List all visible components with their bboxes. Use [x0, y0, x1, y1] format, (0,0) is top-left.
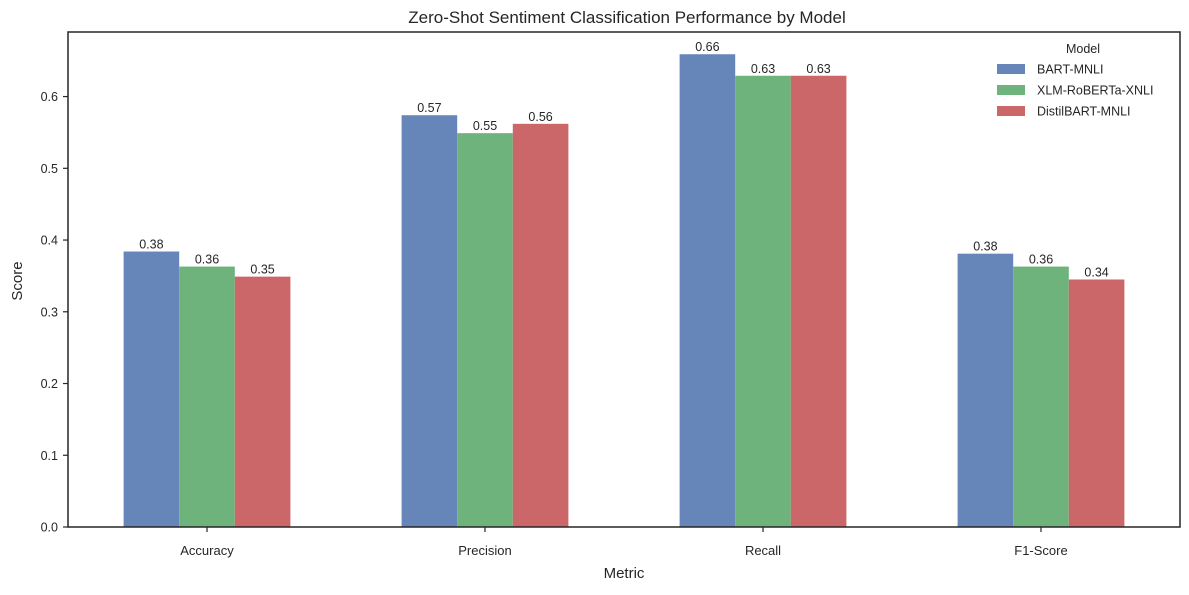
y-tick-label: 0.4	[41, 234, 58, 248]
bar-value-label: 0.63	[751, 62, 775, 76]
x-tick-label: Recall	[745, 543, 781, 558]
bar-xlm-roberta-xnli-accuracy	[179, 266, 235, 527]
x-tick-label: F1-Score	[1014, 543, 1067, 558]
bar-value-label: 0.56	[528, 110, 552, 124]
legend-swatch	[997, 85, 1025, 95]
bars-layer	[123, 54, 1125, 528]
legend-entry-label: DistilBART-MNLI	[1037, 105, 1131, 119]
bar-value-label: 0.36	[195, 253, 219, 267]
bar-xlm-roberta-xnli-f1-score	[1013, 266, 1069, 527]
y-tick-label: 0.3	[41, 305, 58, 319]
bar-distilbart-mnli-recall	[790, 75, 847, 528]
y-axis: 0.0 0.1 0.2 0.3 0.4 0.5 0.6	[41, 90, 68, 535]
x-axis: Accuracy Precision Recall F1-Score	[180, 527, 1068, 558]
plot-frame	[67, 31, 1181, 528]
bar-xlm-roberta-xnli-precision	[457, 133, 513, 528]
bar-distilbart-mnli-f1-score	[1068, 279, 1125, 527]
bar-bart-mnli-recall	[679, 54, 736, 527]
bar-bart-mnli-f1-score	[957, 253, 1014, 527]
bar-value-label: 0.38	[973, 240, 997, 254]
chart-title: Zero-Shot Sentiment Classification Perfo…	[408, 8, 845, 27]
bar-distilbart-mnli-precision	[512, 123, 569, 528]
y-axis-label: Score	[9, 261, 26, 300]
y-tick-label: 0.5	[41, 162, 58, 176]
bar-value-label: 0.34	[1084, 266, 1108, 280]
x-tick-label: Accuracy	[180, 543, 234, 558]
legend-swatch	[997, 64, 1025, 74]
y-tick-label: 0.6	[41, 90, 58, 104]
x-tick-label: Precision	[458, 543, 511, 558]
y-tick-label: 0.1	[41, 449, 58, 463]
bar-value-label: 0.63	[806, 62, 830, 76]
bar-value-label: 0.66	[695, 40, 719, 54]
bar-value-label: 0.38	[139, 238, 163, 252]
bar-value-label: 0.57	[417, 101, 441, 115]
bar-bart-mnli-accuracy	[123, 251, 180, 528]
value-labels-layer: 0.38 0.57 0.66 0.38 0.36 0.55 0.63 0.36 0.35 0.56…	[139, 40, 1109, 279]
bar-value-label: 0.35	[250, 263, 274, 277]
bar-xlm-roberta-xnli-recall	[735, 75, 791, 528]
legend: Model BART-MNLI XLM-RoBERTa-XNLI DistilBAR…	[997, 42, 1153, 119]
bar-value-label: 0.55	[473, 119, 497, 133]
legend-swatch	[997, 106, 1025, 116]
legend-title: Model	[1066, 42, 1100, 56]
bar-bart-mnli-precision	[401, 115, 458, 527]
y-tick-label: 0.0	[41, 521, 58, 535]
x-axis-label: Metric	[604, 565, 645, 582]
legend-entry-label: BART-MNLI	[1037, 63, 1103, 77]
y-tick-label: 0.2	[41, 377, 58, 391]
bar-distilbart-mnli-accuracy	[234, 276, 291, 527]
bar-value-label: 0.36	[1029, 253, 1053, 267]
legend-entry-label: XLM-RoBERTa-XNLI	[1037, 84, 1153, 98]
